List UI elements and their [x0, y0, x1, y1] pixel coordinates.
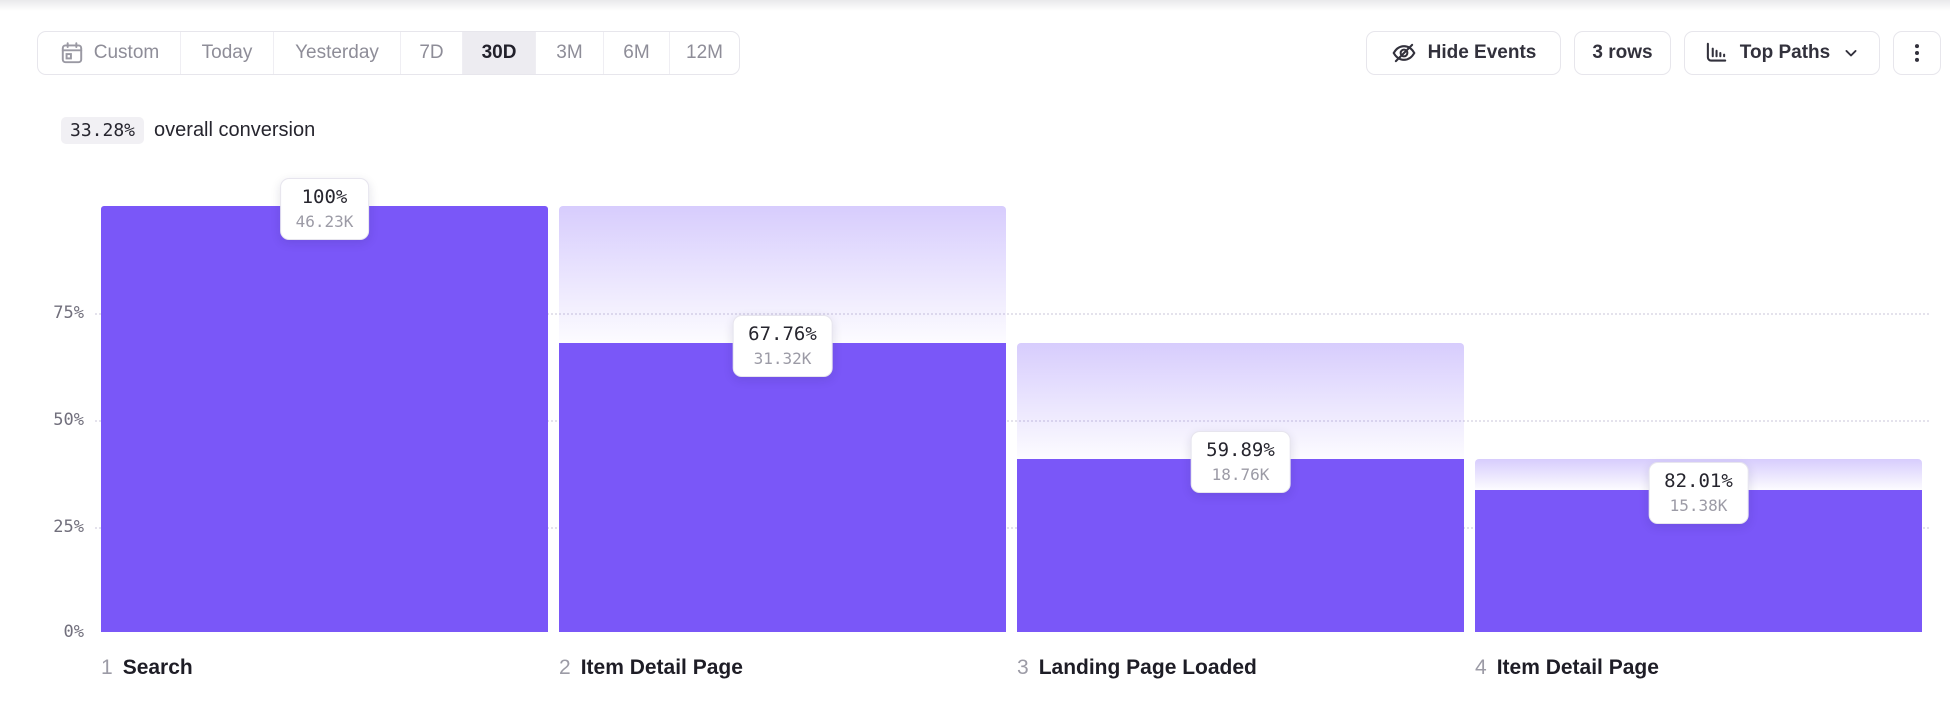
step-label: 4 Item Detail Page — [1475, 656, 1659, 680]
funnel-step-column: 100% 46.23K 1 Search — [101, 178, 548, 679]
hide-events-button[interactable]: Hide Events — [1366, 31, 1561, 75]
funnel-bar[interactable] — [101, 206, 548, 632]
overall-conversion-label: overall conversion — [154, 119, 316, 141]
calendar-icon — [61, 42, 82, 64]
top-paths-button[interactable]: Top Paths — [1684, 31, 1880, 75]
date-range-label: Today — [201, 42, 253, 63]
tooltip-percent: 59.89% — [1206, 439, 1275, 462]
top-paths-label: Top Paths — [1739, 42, 1831, 63]
funnel-step-column: 67.76% 31.32K 2 Item Detail Page — [559, 206, 1006, 679]
step-number: 3 — [1017, 656, 1029, 679]
tooltip-count: 46.23K — [295, 212, 354, 231]
date-range-custom[interactable]: Custom — [38, 32, 181, 74]
overall-conversion-summary: 33.28% overall conversion — [61, 117, 315, 144]
date-range-label: Custom — [93, 42, 160, 63]
tooltip-percent: 100% — [301, 186, 348, 208]
step-number: 2 — [559, 656, 571, 679]
step-number: 4 — [1475, 656, 1487, 679]
date-range-yesterday[interactable]: Yesterday — [274, 32, 401, 74]
chevron-down-icon — [1845, 50, 1857, 57]
step-name: Item Detail Page — [1496, 656, 1659, 679]
rows-button[interactable]: 3 rows — [1574, 31, 1671, 75]
step-number: 1 — [101, 656, 113, 679]
date-range-label: 12M — [686, 42, 723, 63]
tooltip-count: 18.76K — [1211, 465, 1270, 485]
y-axis-tick: 25% — [53, 517, 84, 537]
tooltip-count: 15.38K — [1669, 496, 1728, 516]
toolbar-actions: Hide Events 3 rows Top Paths — [1366, 31, 1941, 75]
date-range-label: 6M — [623, 42, 650, 63]
step-label: 1 Search — [101, 656, 193, 680]
funnel-step-column: 82.01% 15.38K 4 Item Detail Page — [1475, 206, 1922, 679]
date-range-12m[interactable]: 12M — [670, 32, 739, 74]
step-name: Landing Page Loaded — [1038, 656, 1257, 679]
overall-conversion-value: 33.28% — [61, 117, 145, 144]
funnel-step-column: 59.89% 18.76K 3 Landing Page Loaded — [1017, 206, 1464, 679]
step-name: Search — [122, 656, 193, 679]
gridline-25 — [95, 527, 1929, 529]
date-range-3m[interactable]: 3M — [536, 32, 604, 74]
funnel-bar[interactable] — [559, 343, 1006, 632]
gridline-50 — [95, 420, 1929, 422]
funnel-chart: 75% 50% 25% 0% 100% 46.23K 1 Search 67.7… — [0, 178, 1950, 679]
tooltip-percent: 67.76% — [748, 323, 817, 346]
value-tooltip: 100% 46.23K — [279, 178, 370, 240]
date-range-label: 3M — [556, 42, 583, 63]
y-axis-tick: 75% — [53, 303, 84, 323]
more-menu-button[interactable] — [1893, 31, 1941, 75]
tooltip-percent: 82.01% — [1664, 470, 1733, 493]
date-range-segmented-control: Custom Today Yesterday 7D 30D 3M 6M 12M — [37, 31, 740, 75]
y-axis-tick: 50% — [53, 410, 84, 430]
eye-off-icon — [1392, 43, 1416, 63]
date-range-label: 30D — [481, 42, 517, 63]
bar-chart-icon — [1706, 42, 1727, 62]
rows-label: 3 rows — [1592, 42, 1653, 63]
top-panel-shadow — [0, 0, 1950, 12]
step-label: 2 Item Detail Page — [559, 656, 743, 680]
date-range-label: Yesterday — [295, 42, 379, 63]
value-tooltip: 59.89% 18.76K — [1190, 431, 1291, 494]
hide-events-label: Hide Events — [1427, 42, 1537, 63]
value-tooltip: 67.76% 31.32K — [732, 315, 833, 378]
tooltip-count: 31.32K — [753, 349, 812, 369]
date-range-today[interactable]: Today — [181, 32, 274, 74]
date-range-6m[interactable]: 6M — [604, 32, 670, 74]
step-name: Item Detail Page — [580, 656, 743, 679]
value-tooltip: 82.01% 15.38K — [1648, 462, 1749, 525]
kebab-menu-icon — [1914, 44, 1920, 62]
step-label: 3 Landing Page Loaded — [1017, 656, 1257, 680]
date-range-7d[interactable]: 7D — [401, 32, 463, 74]
date-range-30d[interactable]: 30D — [463, 32, 536, 74]
gridline-75 — [95, 313, 1929, 315]
date-range-label: 7D — [419, 42, 444, 63]
y-axis-tick: 0% — [63, 622, 84, 642]
